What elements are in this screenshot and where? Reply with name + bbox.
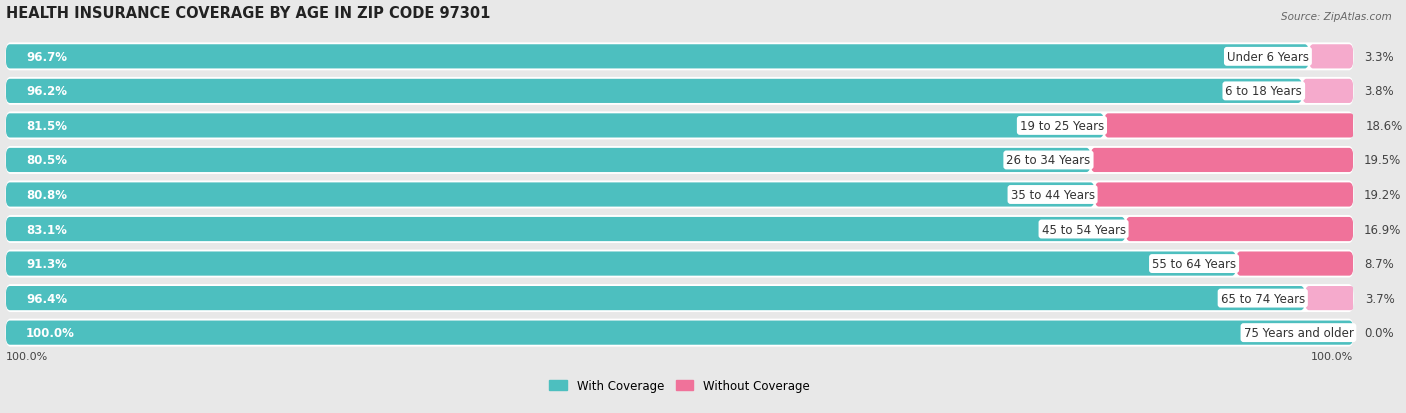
FancyBboxPatch shape	[6, 250, 1354, 278]
Text: Source: ZipAtlas.com: Source: ZipAtlas.com	[1281, 12, 1392, 22]
FancyBboxPatch shape	[6, 321, 1354, 345]
Text: 100.0%: 100.0%	[6, 351, 48, 361]
FancyBboxPatch shape	[1104, 114, 1355, 138]
Text: 81.5%: 81.5%	[25, 120, 67, 133]
FancyBboxPatch shape	[6, 147, 1354, 175]
Text: 35 to 44 Years: 35 to 44 Years	[1011, 188, 1095, 202]
Text: HEALTH INSURANCE COVERAGE BY AGE IN ZIP CODE 97301: HEALTH INSURANCE COVERAGE BY AGE IN ZIP …	[6, 5, 491, 21]
FancyBboxPatch shape	[6, 286, 1305, 311]
FancyBboxPatch shape	[6, 112, 1354, 140]
FancyBboxPatch shape	[6, 181, 1354, 209]
Text: 6 to 18 Years: 6 to 18 Years	[1226, 85, 1302, 98]
Text: 8.7%: 8.7%	[1364, 257, 1393, 271]
Text: 100.0%: 100.0%	[1312, 351, 1354, 361]
Text: 16.9%: 16.9%	[1364, 223, 1402, 236]
FancyBboxPatch shape	[6, 252, 1236, 276]
Text: 80.8%: 80.8%	[25, 188, 67, 202]
FancyBboxPatch shape	[1305, 286, 1355, 311]
FancyBboxPatch shape	[1302, 80, 1354, 104]
Text: 3.8%: 3.8%	[1364, 85, 1393, 98]
FancyBboxPatch shape	[6, 216, 1354, 243]
Text: 18.6%: 18.6%	[1365, 120, 1403, 133]
FancyBboxPatch shape	[6, 78, 1354, 106]
Text: 80.5%: 80.5%	[25, 154, 67, 167]
FancyBboxPatch shape	[1309, 45, 1354, 69]
FancyBboxPatch shape	[6, 285, 1354, 312]
Text: 19.5%: 19.5%	[1364, 154, 1402, 167]
Text: 55 to 64 Years: 55 to 64 Years	[1152, 257, 1236, 271]
Text: 96.2%: 96.2%	[25, 85, 67, 98]
Text: 3.7%: 3.7%	[1365, 292, 1395, 305]
FancyBboxPatch shape	[6, 149, 1091, 173]
Text: 26 to 34 Years: 26 to 34 Years	[1007, 154, 1091, 167]
FancyBboxPatch shape	[6, 45, 1309, 69]
Text: 45 to 54 Years: 45 to 54 Years	[1042, 223, 1126, 236]
FancyBboxPatch shape	[1126, 217, 1354, 242]
FancyBboxPatch shape	[6, 80, 1302, 104]
Text: 19 to 25 Years: 19 to 25 Years	[1019, 120, 1104, 133]
FancyBboxPatch shape	[1236, 252, 1354, 276]
FancyBboxPatch shape	[6, 183, 1095, 207]
Text: 65 to 74 Years: 65 to 74 Years	[1220, 292, 1305, 305]
Text: 96.4%: 96.4%	[25, 292, 67, 305]
FancyBboxPatch shape	[1095, 183, 1354, 207]
Legend: With Coverage, Without Coverage: With Coverage, Without Coverage	[550, 379, 810, 392]
Text: 96.7%: 96.7%	[25, 51, 67, 64]
FancyBboxPatch shape	[6, 43, 1354, 71]
Text: 100.0%: 100.0%	[25, 326, 75, 339]
Text: 91.3%: 91.3%	[25, 257, 67, 271]
Text: 3.3%: 3.3%	[1364, 51, 1393, 64]
Text: Under 6 Years: Under 6 Years	[1227, 51, 1309, 64]
Text: 83.1%: 83.1%	[25, 223, 67, 236]
Text: 0.0%: 0.0%	[1364, 326, 1393, 339]
FancyBboxPatch shape	[1091, 149, 1354, 173]
FancyBboxPatch shape	[6, 319, 1354, 347]
Text: 19.2%: 19.2%	[1364, 188, 1402, 202]
FancyBboxPatch shape	[6, 217, 1126, 242]
Text: 75 Years and older: 75 Years and older	[1243, 326, 1354, 339]
FancyBboxPatch shape	[6, 114, 1104, 138]
